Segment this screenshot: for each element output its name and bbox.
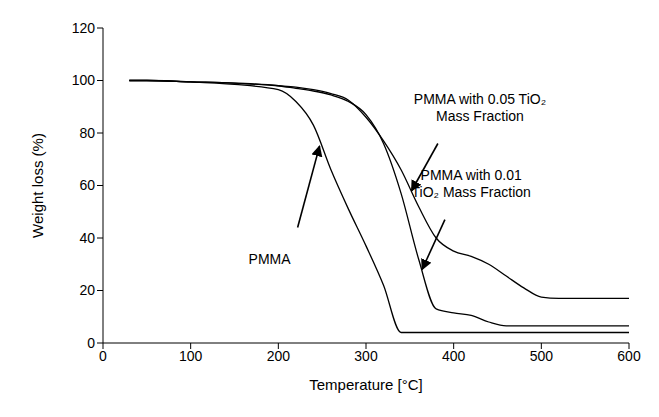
svg-text:400: 400 [442, 348, 466, 364]
svg-text:0: 0 [87, 335, 95, 351]
svg-text:Temperature [°C]: Temperature [°C] [309, 376, 423, 393]
svg-text:300: 300 [354, 348, 378, 364]
svg-text:80: 80 [79, 125, 95, 141]
svg-text:200: 200 [267, 348, 291, 364]
svg-text:Weight loss (%): Weight loss (%) [29, 133, 46, 238]
svg-text:120: 120 [72, 20, 96, 36]
svg-text:40: 40 [79, 230, 95, 246]
svg-text:PMMA with 0.05 TiO₂Mass Fracti: PMMA with 0.05 TiO₂Mass Fraction [414, 91, 546, 124]
svg-text:60: 60 [79, 177, 95, 193]
svg-text:500: 500 [530, 348, 554, 364]
svg-text:100: 100 [179, 348, 203, 364]
svg-text:600: 600 [617, 348, 641, 364]
svg-text:PMMA: PMMA [249, 251, 292, 267]
svg-text:100: 100 [72, 72, 96, 88]
svg-text:0: 0 [99, 348, 107, 364]
svg-text:20: 20 [79, 282, 95, 298]
svg-text:PMMA with 0.01TiO₂ Mass Fracti: PMMA with 0.01TiO₂ Mass Fraction [412, 167, 531, 200]
